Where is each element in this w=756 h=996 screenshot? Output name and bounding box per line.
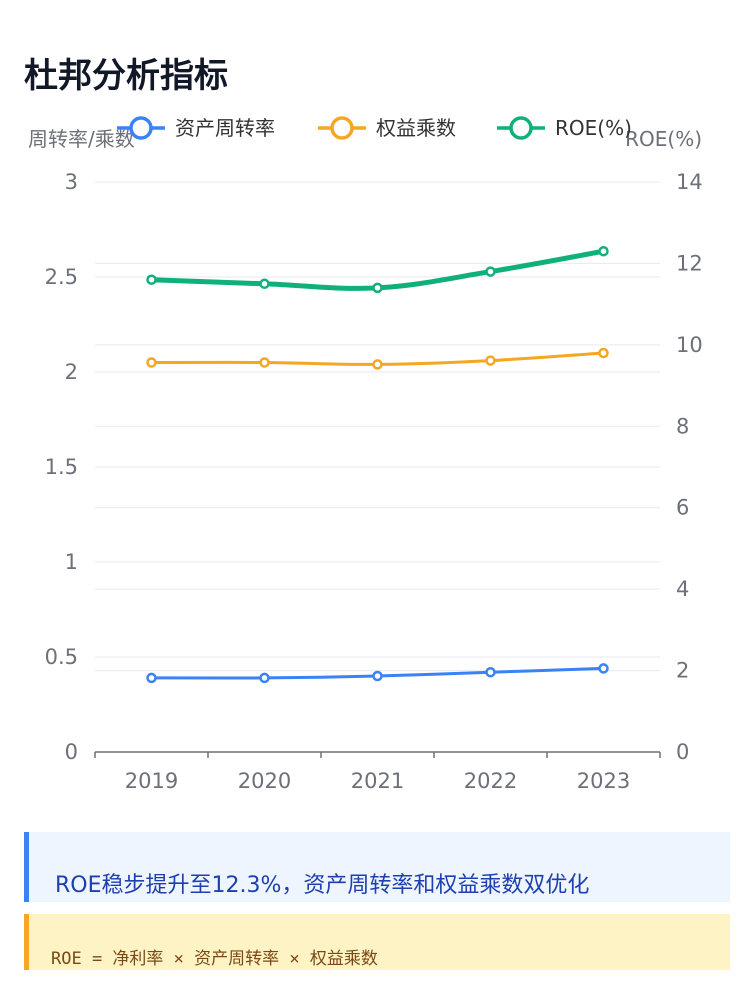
series-lines (146, 245, 609, 684)
data-point (259, 357, 270, 368)
y-left-tick-label: 0 (65, 740, 78, 764)
page-title: 杜邦分析指标 (24, 56, 228, 96)
data-point (259, 672, 270, 684)
y-right-tick-label: 10 (676, 333, 703, 357)
y-right-tick-label: 12 (676, 251, 703, 275)
data-point (485, 266, 496, 277)
y-left-axis-label: 周转率/乘数 (28, 127, 135, 151)
y-left-tick-label: 0.5 (45, 645, 78, 669)
x-tick-label: 2023 (577, 769, 630, 793)
formula-text: ROE = 净利率 × 资产周转率 × 权益乘数 (51, 949, 378, 969)
legend-swatch-marker (129, 116, 153, 140)
insight-text: ROE稳步提升至12.3%，资产周转率和权益乘数双优化 (55, 873, 590, 898)
grid-lines (95, 181, 660, 672)
y-right-tick-label: 4 (676, 577, 689, 601)
y-left-tick-label: 1.5 (45, 455, 78, 479)
data-point (372, 282, 383, 294)
legend: 资产周转率 权益乘数 ROE(%) (117, 116, 632, 140)
y-right-axis-label: ROE(%) (625, 127, 702, 151)
y-left-tick-label: 3 (65, 170, 78, 194)
y-right-tick-label: 8 (676, 414, 689, 438)
x-tick-label: 2019 (125, 769, 178, 793)
data-point (372, 670, 383, 682)
x-tick-label: 2022 (464, 769, 517, 793)
y-right-tick-label: 6 (676, 496, 689, 520)
data-point (146, 357, 157, 368)
data-point (146, 672, 157, 684)
y-right-tick-label: 2 (676, 659, 689, 683)
data-point (485, 355, 496, 366)
dupont-line-chart: 2019 2020 2021 2022 2023 0 0.5 1 1.5 2 2.5 3 0 2 4 6 8 10… (28, 116, 703, 793)
legend-label: ROE(%) (555, 116, 632, 140)
y-right-tick-label: 14 (676, 170, 703, 194)
data-point (598, 663, 609, 674)
data-point (485, 666, 496, 678)
y-right-tick-label: 0 (676, 740, 689, 764)
y-left-tick-label: 1 (65, 550, 78, 574)
data-point (146, 274, 157, 285)
y-left-tick-label: 2.5 (45, 265, 78, 289)
axes: 2019 2020 2021 2022 2023 0 0.5 1 1.5 2 2.5 3 0 2 4 6 8 10… (28, 127, 703, 793)
formula-box: ROE = 净利率 × 资产周转率 × 权益乘数 (24, 914, 730, 970)
insight-callout: ROE稳步提升至12.3%，资产周转率和权益乘数双优化 (24, 832, 730, 902)
x-tick-label: 2021 (351, 769, 404, 793)
legend-swatch-marker (509, 116, 533, 140)
legend-label: 资产周转率 (175, 116, 275, 140)
data-point (372, 359, 383, 370)
y-left-tick-label: 2 (65, 360, 78, 384)
legend-swatch-marker (330, 116, 354, 140)
data-point (259, 278, 270, 290)
legend-label: 权益乘数 (376, 116, 456, 140)
data-point (598, 347, 609, 359)
x-tick-label: 2020 (238, 769, 291, 793)
data-point (598, 245, 609, 257)
